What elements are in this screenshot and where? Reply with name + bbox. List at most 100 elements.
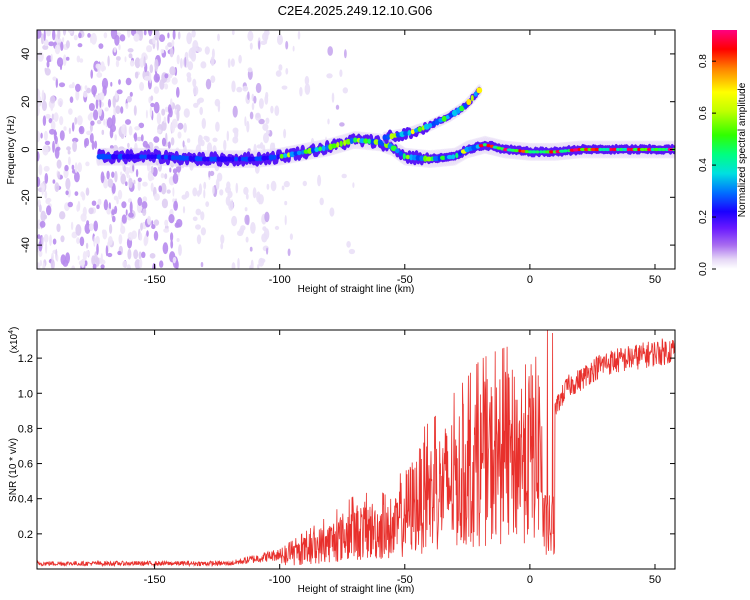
- spectrogram-speckle: [57, 171, 61, 180]
- ridge-core: [149, 154, 155, 159]
- ridge-core: [423, 123, 430, 130]
- ridge-core: [473, 91, 478, 97]
- spectrogram-speckle: [125, 77, 132, 86]
- spectrogram-speckle: [49, 128, 56, 135]
- spectrogram-speckle: [98, 43, 104, 49]
- spectrogram-speckle: [52, 76, 57, 81]
- ridge-core: [520, 149, 527, 153]
- spectrogram-speckle: [201, 118, 206, 129]
- spectrogram-speckle: [196, 190, 201, 197]
- spectrogram-speckle: [65, 56, 70, 61]
- spectrogram-speckle: [168, 214, 175, 224]
- snr-scale-exponent: 4: [8, 330, 15, 334]
- ridge-core: [657, 147, 663, 152]
- ridge-core: [428, 123, 433, 128]
- spectrogram-speckle: [200, 211, 205, 221]
- spectrogram-speckle: [167, 42, 173, 48]
- colorbar-ticks: 0.0 0.2 0.4 0.6 0.8: [698, 54, 716, 276]
- spectrogram-speckle: [41, 89, 45, 101]
- ridge-core: [261, 155, 268, 161]
- ridge-core: [661, 147, 666, 152]
- spectrogram-speckle: [299, 86, 303, 97]
- spectrogram-speckle: [170, 240, 174, 249]
- spectrogram-speckle: [118, 44, 121, 51]
- spectrogram-speckle: [58, 82, 66, 88]
- spectrogram-speckle: [50, 259, 55, 269]
- spectrogram-speckle: [56, 57, 64, 67]
- spectrogram-speckle: [100, 171, 105, 184]
- spectrogram-speckle: [93, 220, 98, 232]
- spectrogram-speckle: [160, 49, 165, 54]
- spectrogram-speckle: [335, 104, 340, 110]
- spectrogram-speckle: [48, 41, 55, 47]
- spectrogram-speckle: [115, 60, 120, 68]
- spectrogram-speckle: [210, 75, 216, 83]
- spectrogram-speckle: [65, 190, 69, 196]
- ridge-core: [268, 154, 274, 161]
- spectrogram-speckle: [116, 56, 121, 61]
- colorbar-tick-label: 0.2: [698, 210, 709, 224]
- spectrogram-speckle: [195, 224, 201, 230]
- ridge-core: [478, 144, 484, 148]
- spectrogram-speckle: [208, 170, 211, 178]
- spectrogram-speckle: [287, 248, 291, 257]
- ridge-core: [373, 139, 379, 145]
- spectrogram-speckle: [236, 86, 243, 93]
- spectrogram-speckle: [42, 44, 49, 50]
- spectrogram-speckle: [182, 206, 186, 214]
- spectrogram-speckle: [164, 219, 169, 227]
- ridge-core: [419, 155, 425, 162]
- ridge-core: [363, 138, 369, 144]
- spectrogram-speckle: [134, 126, 141, 131]
- y-tick-label: 1.0: [18, 388, 33, 400]
- spectrogram-speckle: [52, 140, 55, 153]
- spectrogram-speckle: [90, 120, 95, 126]
- y-tick-label: 1.2: [18, 353, 33, 365]
- snr-x-label: Height of straight line (km): [298, 584, 415, 595]
- ridge-core: [276, 154, 280, 160]
- y-tick-label: 0: [20, 146, 32, 152]
- ridge-core: [234, 156, 239, 162]
- ridge-core: [646, 147, 653, 152]
- spectrogram-speckle: [57, 30, 61, 40]
- x-tick-label: 0: [527, 274, 533, 286]
- snr-scale-label: (x104): [8, 327, 20, 354]
- spectrogram-speckle: [67, 150, 71, 155]
- ridge-core: [539, 150, 543, 154]
- ridge-core: [100, 153, 107, 160]
- x-tick-label: -100: [269, 274, 291, 286]
- spectrogram-speckle: [284, 215, 287, 226]
- spectrogram-speckle: [40, 132, 43, 139]
- spectrogram-speckle: [100, 253, 103, 263]
- spectrogram-speckle: [122, 260, 128, 268]
- ridge-core: [437, 155, 441, 162]
- ridge-core: [518, 149, 522, 153]
- spectrogram-speckle: [37, 176, 41, 187]
- spectrogram-speckle: [172, 30, 176, 40]
- spectrogram-speckle: [133, 179, 136, 185]
- spectrogram-speckle: [46, 205, 52, 216]
- ridge-core: [283, 153, 288, 159]
- spectrogram-speckle: [217, 33, 220, 42]
- spectrogram-speckle: [133, 249, 139, 260]
- spectrogram-speckle: [339, 69, 343, 77]
- spectrogram-speckle: [192, 85, 199, 96]
- spectrogram-speckle: [69, 96, 74, 103]
- colorbar-tick-label: 0.6: [698, 106, 709, 120]
- ridge-core: [405, 154, 410, 160]
- spectrogram-speckle: [128, 125, 133, 136]
- spectrogram-speckle: [147, 215, 151, 225]
- ridge-core: [226, 156, 232, 162]
- spectrogram-speckle: [79, 58, 84, 63]
- ridge-core: [451, 154, 456, 160]
- colorbar: 0.0 0.2 0.4 0.6 0.8 Normalized spectral ampl…: [698, 30, 748, 276]
- colorbar-label: Normalized spectral amplitude: [737, 82, 748, 217]
- spectrogram-speckle: [42, 145, 49, 156]
- spectrogram-speckle: [44, 173, 49, 184]
- spectrogram-speckle: [92, 263, 97, 269]
- spectrogram-speckle: [54, 182, 60, 193]
- spectrogram-speckle: [127, 232, 134, 241]
- spectrogram-speckle: [96, 72, 103, 78]
- ridge-core: [577, 147, 582, 152]
- spectrogram-speckle: [156, 112, 162, 125]
